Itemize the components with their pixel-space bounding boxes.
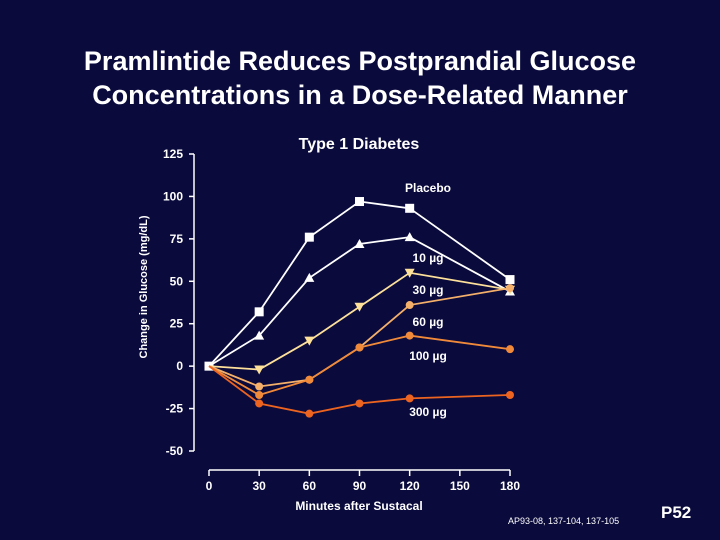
- series-marker-0: [254, 307, 264, 317]
- series-marker-5: [305, 409, 314, 418]
- series-marker-2: [254, 365, 265, 375]
- y-tick-label: 100: [163, 189, 183, 203]
- series-marker-2: [354, 302, 365, 312]
- series-marker-1: [304, 272, 315, 282]
- y-tick-label: 125: [163, 147, 183, 161]
- series-label-0: Placebo: [405, 181, 451, 195]
- series-marker-3: [506, 284, 514, 293]
- slide-title-line2: Concentrations in a Dose-Related Manner: [92, 80, 628, 110]
- series-label-4: 100 µg: [409, 349, 447, 363]
- series-marker-0: [355, 197, 364, 207]
- chart-subtitle: Type 1 Diabetes: [299, 136, 420, 153]
- x-tick-label: 30: [252, 479, 266, 493]
- series-marker-5: [355, 399, 364, 408]
- series-marker-5: [506, 390, 514, 399]
- series-label-3: 60 µg: [413, 315, 444, 329]
- y-tick-label: 0: [176, 359, 183, 373]
- series-line-4: [208, 334, 511, 396]
- slide-number: P52: [661, 503, 692, 522]
- series-marker-4: [355, 343, 364, 352]
- x-tick-label: 120: [400, 479, 420, 493]
- y-tick-label: 50: [170, 274, 184, 288]
- series-marker-1: [254, 330, 265, 340]
- y-tick-label: -25: [166, 402, 184, 416]
- series-marker-0: [505, 275, 515, 285]
- x-tick-label: 60: [303, 479, 317, 493]
- x-tick-label: 0: [206, 479, 213, 493]
- x-tick-label: 90: [353, 479, 367, 493]
- y-tick-label: 75: [170, 232, 184, 246]
- series-line-2: [208, 271, 511, 371]
- x-tick-label: 180: [500, 479, 520, 493]
- series-label-2: 30 µg: [413, 283, 444, 297]
- slide-title: Pramlintide Reduces Postprandial Glucose…: [0, 44, 720, 112]
- series-marker-4: [305, 375, 314, 384]
- x-axis-title: Minutes after Sustacal: [295, 499, 422, 513]
- y-tick-label: 25: [170, 317, 184, 331]
- y-axis-title: Change in Glucose (mg/dL): [138, 215, 150, 358]
- series-marker-2: [304, 336, 315, 346]
- series-line-0: [208, 200, 511, 367]
- series-marker-4: [255, 390, 264, 399]
- series-marker-5: [255, 399, 264, 408]
- y-tick-label: -50: [166, 444, 184, 458]
- slide-title-line1: Pramlintide Reduces Postprandial Glucose: [83, 46, 637, 76]
- series-marker-4: [405, 331, 414, 340]
- series-label-1: 10 µg: [413, 251, 444, 265]
- source-note: AP93-08, 137-104, 137-105: [508, 516, 620, 526]
- series-marker-4: [506, 345, 514, 354]
- series-marker-3: [405, 301, 414, 310]
- series-label-5: 300 µg: [409, 405, 447, 419]
- series-marker-0: [405, 203, 415, 213]
- series-marker-5: [405, 394, 414, 403]
- x-tick-label: 150: [450, 479, 470, 493]
- series-marker-3: [255, 382, 264, 391]
- series-marker-0: [304, 232, 314, 242]
- series-line-5: [208, 365, 511, 415]
- series-line-1: [208, 236, 511, 367]
- series-marker-1: [404, 232, 415, 242]
- series-marker-1: [354, 238, 365, 248]
- series-marker-2: [404, 268, 415, 278]
